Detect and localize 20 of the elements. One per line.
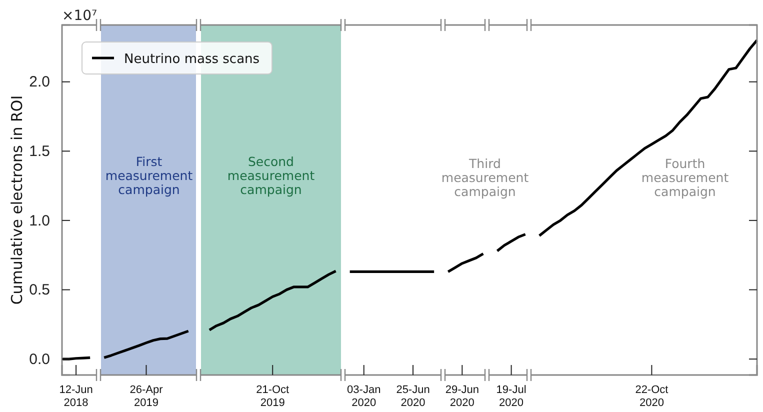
y-tick-label: 2.0 bbox=[29, 74, 50, 91]
x-tick-label: 12-Jun 2018 bbox=[59, 384, 93, 409]
text: ×10⁷ bbox=[62, 8, 98, 24]
x-tick-label: 22-Oct 2020 bbox=[635, 384, 668, 409]
y-tick-label: 0.5 bbox=[29, 282, 50, 299]
x-tick-label: 29-Jun 2020 bbox=[445, 384, 479, 409]
annotation: First measurement campaign bbox=[105, 154, 193, 197]
y-tick-label: 1.0 bbox=[29, 212, 50, 230]
legend-label: Neutrino mass scans bbox=[124, 52, 260, 67]
x-tick-label: 26-Apr 2019 bbox=[130, 384, 164, 409]
annotation: Third measurement campaign bbox=[441, 156, 529, 199]
x-tick-label: 21-Oct 2019 bbox=[256, 384, 290, 409]
y-tick-label: 0.0 bbox=[29, 350, 50, 368]
x-tick-label: 19-Jul 2020 bbox=[496, 384, 526, 409]
x-tick-label: 25-Jun 2020 bbox=[396, 384, 430, 409]
y-tick-label: 1.5 bbox=[29, 142, 50, 160]
x-tick-label: 03-Jan 2020 bbox=[347, 384, 381, 409]
y-axis-title: Cumulative electrons in ROI bbox=[8, 95, 26, 305]
annotation: Fourth measurement campaign bbox=[641, 156, 729, 199]
annotation: Second measurement campaign bbox=[227, 154, 315, 197]
